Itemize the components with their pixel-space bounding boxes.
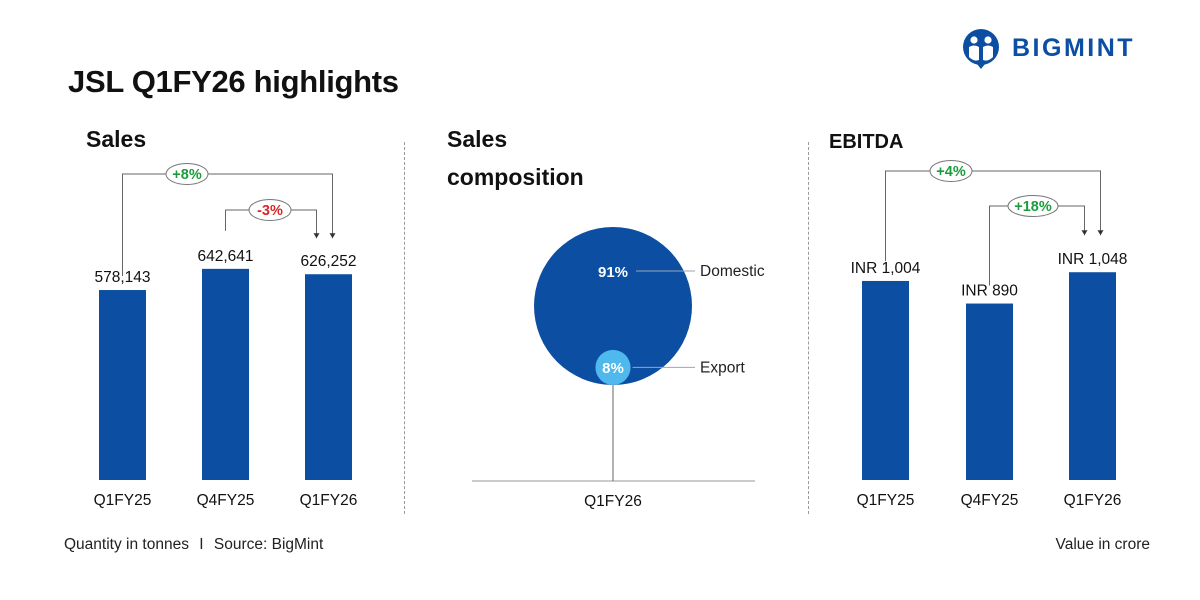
chart-0-data-label-1: 642,641 xyxy=(197,248,253,265)
chart-0-tick-label-2: Q1FY26 xyxy=(300,492,358,509)
chart-1-export-value: 8% xyxy=(602,360,624,377)
chart-2-tick-label-2: Q1FY26 xyxy=(1064,492,1122,509)
chart-2-data-label-2: INR 1,048 xyxy=(1058,251,1128,268)
chart-2-bar-1 xyxy=(966,303,1013,480)
footer-right: Value in crore xyxy=(1055,536,1150,553)
chart-1-title-line-1: Sales xyxy=(447,126,507,152)
chart-2-change-badge-0 xyxy=(929,160,973,182)
footer-source: Source: BigMint xyxy=(213,536,324,553)
footer-left: Quantity in tonnes I Source: BigMint xyxy=(64,536,323,554)
chart-2-change-label-1: +18% xyxy=(1014,199,1052,215)
chart-1-legend-export: Export xyxy=(700,359,745,376)
chart-0-bracket-0 xyxy=(122,173,333,277)
chart-0-change-label-1: -3% xyxy=(257,203,283,219)
chart-0-bar-2 xyxy=(305,274,352,480)
chart-0-change-badge-0 xyxy=(165,163,209,185)
chart-2-bracket-0 xyxy=(885,170,1101,261)
chart-0-bar-0 xyxy=(99,290,146,480)
chart-2-arrowhead-0 xyxy=(1097,230,1104,236)
chart-1-domestic-bubble xyxy=(534,227,692,385)
chart-2-data-label-0: INR 1,004 xyxy=(851,260,921,277)
chart-2-bar-2 xyxy=(1069,272,1116,480)
chart-0-change-label-0: +8% xyxy=(172,167,202,183)
chart-1-domestic-value: 91% xyxy=(598,264,628,281)
chart-1-legend-domestic: Domestic xyxy=(700,263,765,280)
chart-0-change-badge-1 xyxy=(248,199,292,221)
footer-separator: I xyxy=(199,536,204,553)
chart-0-arrowhead-0 xyxy=(329,233,336,239)
chart-2-change-badge-1 xyxy=(1007,195,1059,217)
bigmint-logo-icon xyxy=(963,29,999,69)
brand-name: BIGMINT xyxy=(1012,34,1136,62)
chart-0-bar-1 xyxy=(202,268,249,480)
chart-0-title: Sales xyxy=(86,126,146,152)
chart-2-tick-label-0: Q1FY25 xyxy=(857,492,915,509)
chart-1-export-bubble xyxy=(595,349,631,386)
chart-1-title-line-2: composition xyxy=(447,164,584,190)
divider-right xyxy=(808,142,809,514)
chart-2-arrowhead-1 xyxy=(1081,230,1088,236)
chart-2-bar-0 xyxy=(862,280,909,480)
chart-2-data-label-1: INR 890 xyxy=(961,283,1018,300)
chart-0-tick-label-0: Q1FY25 xyxy=(94,492,152,509)
chart-0-tick-label-1: Q4FY25 xyxy=(197,492,255,509)
page-title: JSL Q1FY26 highlights xyxy=(68,64,399,99)
chart-2-tick-label-1: Q4FY25 xyxy=(961,492,1019,509)
footer-unit: Quantity in tonnes xyxy=(64,536,189,553)
chart-0-data-label-2: 626,252 xyxy=(300,253,356,270)
chart-1-tick-label-0: Q1FY26 xyxy=(584,493,642,510)
chart-0-arrowhead-1 xyxy=(313,233,320,239)
chart-0-data-label-0: 578,143 xyxy=(94,269,150,286)
brand-logo: BIGMINT xyxy=(960,26,1170,70)
chart-2-title: EBITDA xyxy=(829,131,903,153)
chart-2-change-label-0: +4% xyxy=(936,164,966,180)
divider-left xyxy=(404,142,405,514)
